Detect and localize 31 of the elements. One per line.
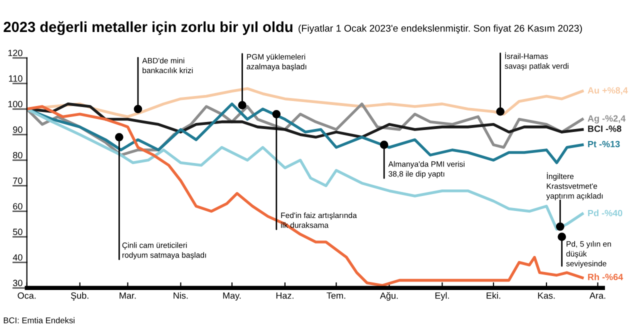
- x-tick-label: Kas.: [538, 292, 555, 299]
- text: BCI: Emtia Endeksi: [4, 317, 74, 324]
- series-label: Au +%8,4: [588, 87, 628, 95]
- y-tick-label: 40: [12, 254, 22, 261]
- y-tick-label: 60: [13, 203, 22, 210]
- series-label: BCI -%8: [588, 126, 622, 132]
- chart-title: 2023 değerli metaller için zorlu bir yıl oldu: [4, 21, 292, 36]
- y-tick-label: 100: [8, 100, 22, 108]
- x-tick-label: May.: [223, 292, 241, 301]
- x-tick-label: Ara.: [589, 292, 606, 299]
- y-tick-label: 120: [8, 50, 22, 56]
- chart-subtitle: (Fiyatlar 1 Ocak 2023'e endekslenmiştir. Son fiyat 26 Kasım 2023): [298, 24, 582, 34]
- series-label: Pd -%40: [588, 210, 622, 216]
- x-tick-label: Nis.: [174, 292, 188, 299]
- series-label: Ag -%2,4: [588, 115, 626, 124]
- y-tick-label: 50: [13, 228, 22, 236]
- y-tick-label: 110: [9, 75, 22, 82]
- x-tick-label: Oca.: [18, 292, 36, 299]
- y-tick-label: 90: [13, 126, 22, 133]
- x-tick-label: Mar.: [120, 292, 136, 299]
- series-label: Rh -%64: [588, 274, 624, 280]
- x-tick-label: Ağu.: [380, 292, 398, 301]
- y-tick-label: 30: [13, 280, 22, 286]
- x-tick-label: Tem.: [326, 292, 346, 299]
- x-tick-label: Şub.: [70, 292, 88, 301]
- series-label: Pt -%13: [588, 140, 620, 148]
- x-tick-label: Eki.: [486, 292, 500, 299]
- x-tick-label: Eyl.: [435, 292, 449, 301]
- y-tick-label: 80: [13, 152, 22, 158]
- x-tick-label: Haz.: [276, 292, 294, 299]
- y-tick-label: 70: [13, 178, 22, 184]
